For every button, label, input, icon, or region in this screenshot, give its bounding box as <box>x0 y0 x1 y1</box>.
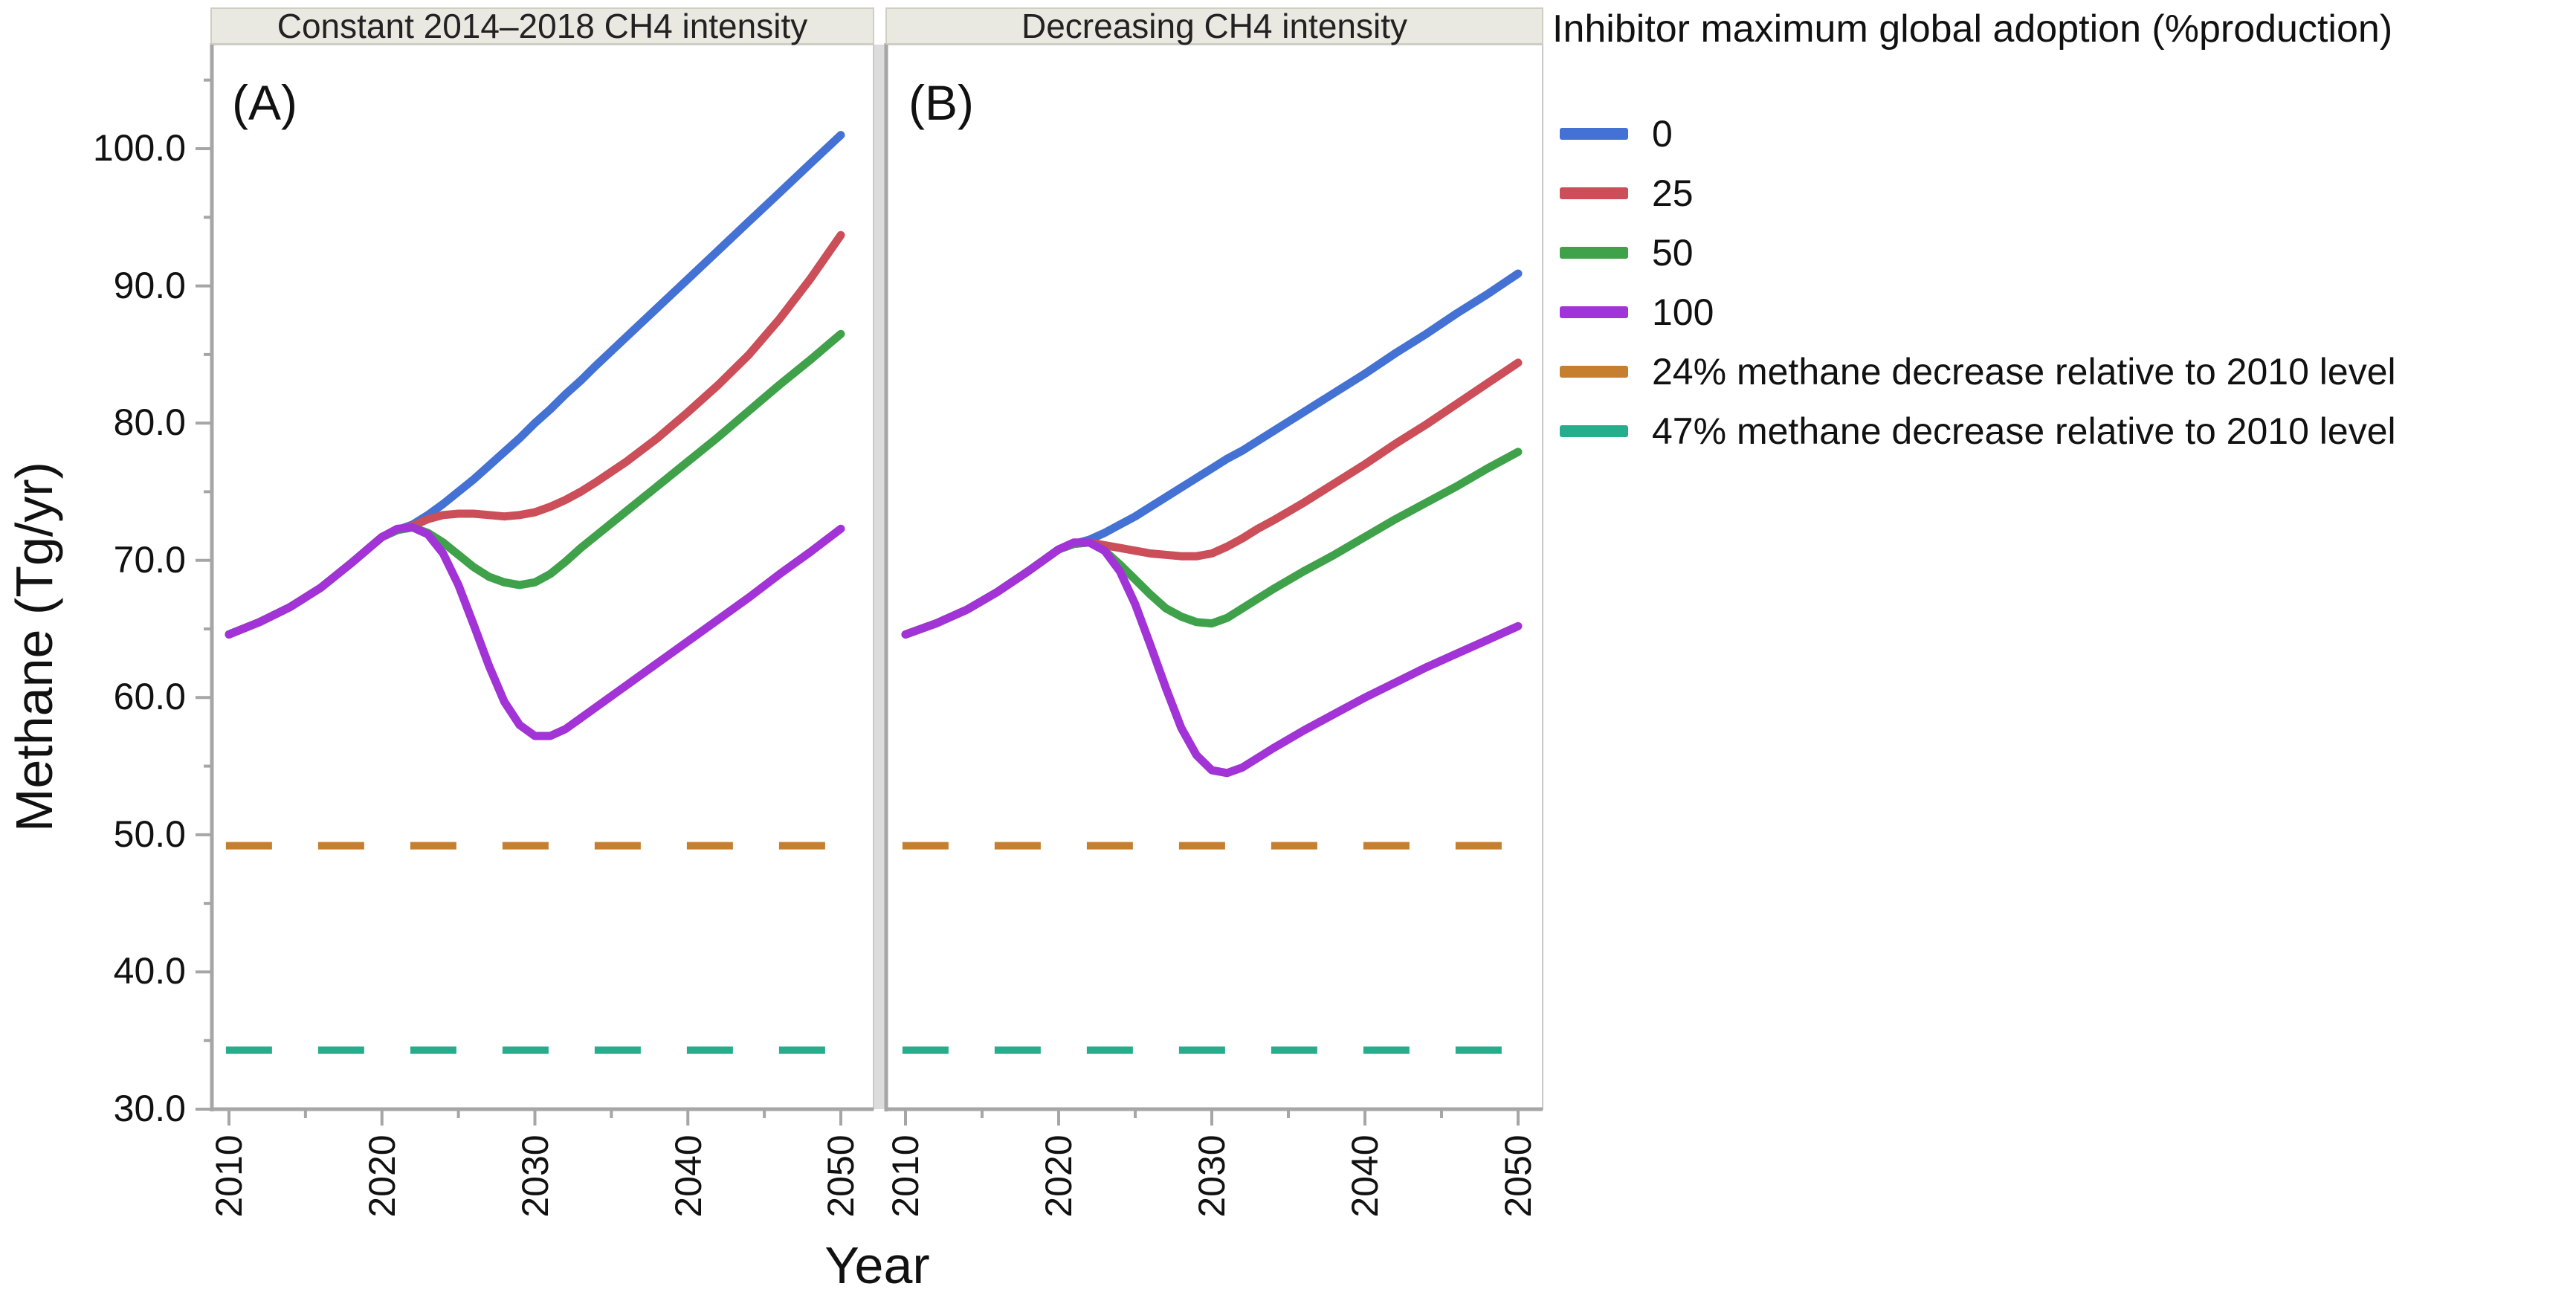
panel-a-letter: (A) <box>232 75 297 130</box>
legend: Inhibitor maximum global adoption (%prod… <box>1552 7 2571 452</box>
legend-swatch-teal-dashed-icon <box>1560 425 1628 437</box>
x-axis-title: Year <box>824 1236 930 1294</box>
legend-swatch-red-icon <box>1560 187 1628 199</box>
x-tick-label: 2010 <box>208 1134 250 1218</box>
x-tick-label: 2020 <box>361 1134 403 1218</box>
legend-swatch-orange-dashed-icon <box>1560 366 1628 378</box>
x-tick-label: 2050 <box>1497 1134 1539 1218</box>
series-line-50 <box>901 448 1523 639</box>
legend-entry-label: 47% methane decrease relative to 2010 le… <box>1652 410 2396 452</box>
legend-swatch-purple-icon <box>1560 306 1628 318</box>
y-tick-label: 100.0 <box>92 126 186 169</box>
series-line-25 <box>225 230 845 639</box>
y-tick-label: 40.0 <box>113 949 186 992</box>
y-tick-label: 60.0 <box>113 675 186 717</box>
y-tick-label: 50.0 <box>113 813 186 855</box>
panel-b-letter: (B) <box>908 75 974 130</box>
series-line-0 <box>901 269 1523 639</box>
series-line-100 <box>901 538 1523 778</box>
legend-entry-label: 24% methane decrease relative to 2010 le… <box>1652 351 2396 393</box>
y-tick-label: 70.0 <box>113 538 186 581</box>
legend-swatch-green-icon <box>1560 247 1628 259</box>
panel-border <box>885 44 1543 1110</box>
x-tick-label: 2030 <box>514 1134 556 1218</box>
legend-entry-label: 50 <box>1652 232 1694 274</box>
legend-swatch-blue-icon <box>1560 128 1628 140</box>
panel-b-header: Decreasing CH4 intensity <box>885 7 1543 45</box>
series-line-0 <box>225 131 845 639</box>
series-line-100 <box>225 523 845 740</box>
x-tick-label: 2030 <box>1191 1134 1233 1218</box>
panel-gutter <box>874 45 886 1109</box>
legend-title: Inhibitor maximum global adoption (%prod… <box>1552 7 2393 51</box>
legend-entry-label: 0 <box>1652 113 1673 155</box>
y-tick-label: 90.0 <box>113 264 186 306</box>
x-tick-label: 2040 <box>1344 1134 1386 1218</box>
legend-entry-label: 25 <box>1652 172 1694 214</box>
legend-entry-label: 100 <box>1652 291 1714 333</box>
x-tick-label: 2040 <box>668 1134 709 1218</box>
panel-a-header: Constant 2014–2018 CH4 intensity <box>210 7 874 45</box>
y-tick-label: 80.0 <box>113 401 186 443</box>
x-tick-label: 2020 <box>1038 1134 1079 1218</box>
y-axis-title: Methane (Tg/yr) <box>5 462 63 832</box>
y-tick-label: 30.0 <box>113 1087 186 1129</box>
